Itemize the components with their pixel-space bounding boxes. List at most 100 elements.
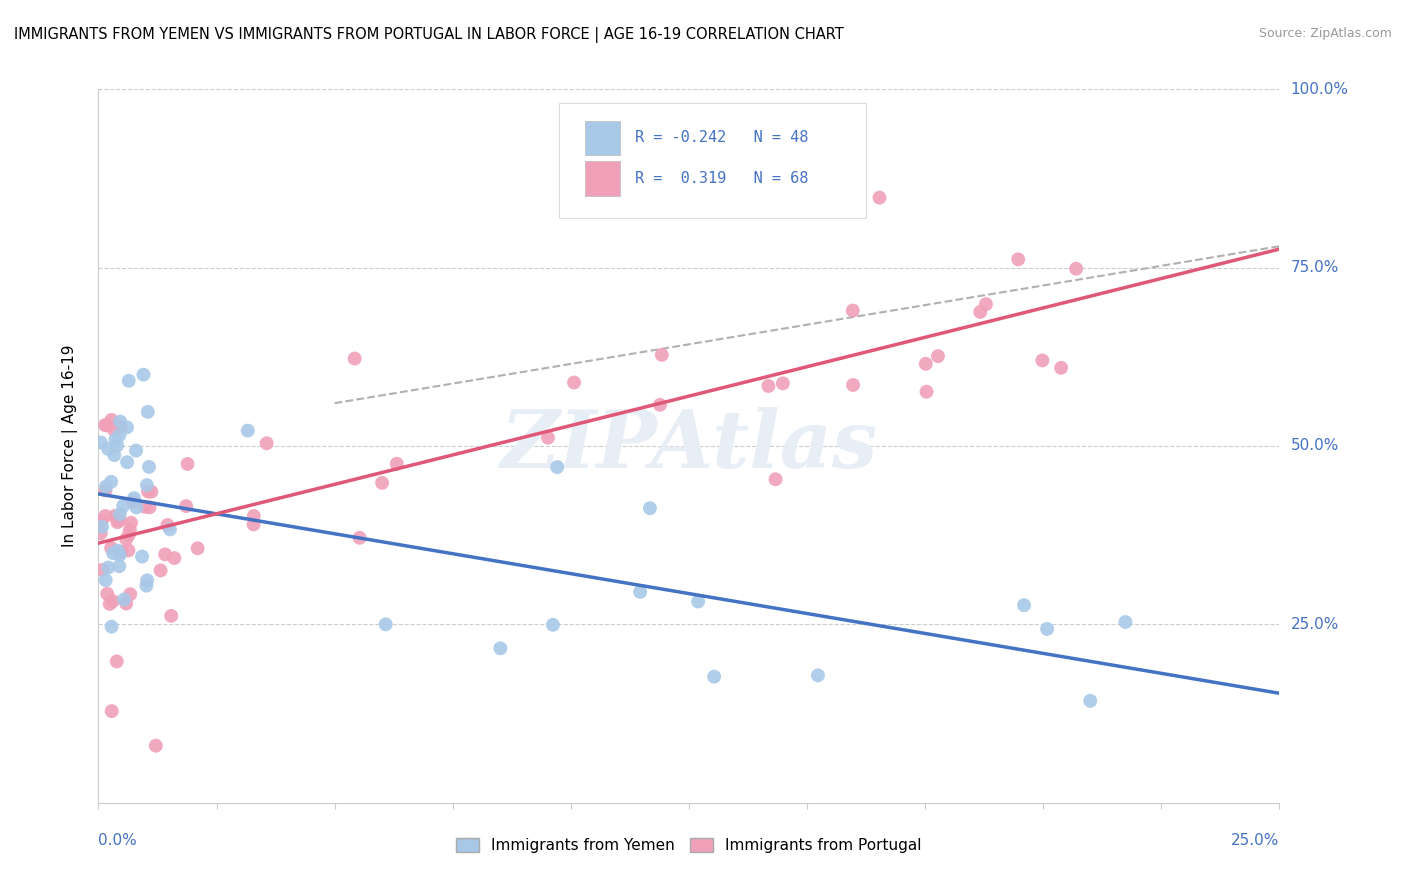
Point xyxy=(100,475,122,489)
Point xyxy=(138,459,160,474)
Point xyxy=(108,428,131,442)
Text: R =  0.319   N = 68: R = 0.319 N = 68 xyxy=(634,171,808,186)
Point xyxy=(103,423,125,437)
Text: IMMIGRANTS FROM YEMEN VS IMMIGRANTS FROM PORTUGAL IN LABOR FORCE | AGE 16-19 COR: IMMIGRANTS FROM YEMEN VS IMMIGRANTS FROM… xyxy=(14,27,844,43)
Point xyxy=(648,398,671,412)
Point xyxy=(371,475,394,490)
Point xyxy=(100,620,122,634)
Point xyxy=(242,517,264,532)
Point xyxy=(112,499,135,513)
Point xyxy=(842,303,865,318)
Point xyxy=(90,435,112,450)
Point xyxy=(236,424,259,438)
Point xyxy=(101,546,124,560)
Point xyxy=(101,594,124,608)
Point xyxy=(104,508,127,523)
Point xyxy=(772,376,794,391)
Point xyxy=(187,541,209,556)
Point xyxy=(914,357,936,371)
Point xyxy=(1064,261,1087,276)
Point xyxy=(100,413,122,427)
Point xyxy=(176,457,198,471)
Point xyxy=(974,297,997,311)
Point xyxy=(97,442,120,456)
Point xyxy=(118,528,141,542)
Point xyxy=(153,547,176,561)
Point xyxy=(243,508,266,523)
Point xyxy=(94,479,117,493)
Point xyxy=(134,500,156,514)
Legend: Immigrants from Yemen, Immigrants from Portugal: Immigrants from Yemen, Immigrants from P… xyxy=(450,832,928,859)
Point xyxy=(160,608,183,623)
Point xyxy=(349,531,371,545)
Point xyxy=(149,563,172,577)
Point xyxy=(758,379,780,393)
Point xyxy=(131,549,153,564)
Point xyxy=(107,543,129,558)
Point xyxy=(100,704,122,718)
Text: 25.0%: 25.0% xyxy=(1291,617,1339,632)
Point xyxy=(115,597,138,611)
Point xyxy=(138,500,160,515)
Point xyxy=(108,507,131,521)
FancyBboxPatch shape xyxy=(560,103,866,218)
Point xyxy=(108,513,131,527)
Point xyxy=(105,438,128,452)
Point xyxy=(174,499,197,513)
Point xyxy=(537,431,560,445)
Point xyxy=(96,587,118,601)
FancyBboxPatch shape xyxy=(585,120,620,155)
Point xyxy=(120,516,142,530)
Point xyxy=(489,641,512,656)
Point xyxy=(94,418,117,433)
Point xyxy=(1114,615,1136,629)
Point xyxy=(96,418,118,433)
Text: 50.0%: 50.0% xyxy=(1291,439,1339,453)
Point xyxy=(105,515,128,529)
Point xyxy=(108,548,131,562)
Point xyxy=(703,670,725,684)
Point xyxy=(807,668,830,682)
Point xyxy=(136,405,159,419)
Y-axis label: In Labor Force | Age 16-19: In Labor Force | Age 16-19 xyxy=(62,344,77,548)
Point xyxy=(562,376,585,390)
Point xyxy=(638,501,661,516)
Point xyxy=(915,384,938,399)
Point xyxy=(115,420,138,434)
Point xyxy=(103,448,125,462)
Point xyxy=(628,585,651,599)
Point xyxy=(136,484,159,499)
Point xyxy=(256,436,278,450)
Point xyxy=(156,518,179,533)
Point xyxy=(90,515,112,529)
Point xyxy=(125,500,148,515)
Point xyxy=(159,522,181,536)
Text: 75.0%: 75.0% xyxy=(1291,260,1339,275)
Text: R = -0.242   N = 48: R = -0.242 N = 48 xyxy=(634,130,808,145)
Point xyxy=(97,560,120,574)
Point xyxy=(118,374,141,388)
Point xyxy=(969,305,991,319)
Point xyxy=(385,457,408,471)
Point xyxy=(869,191,891,205)
FancyBboxPatch shape xyxy=(585,161,620,195)
Point xyxy=(91,563,114,577)
Point xyxy=(90,526,112,541)
Point xyxy=(1031,353,1053,368)
Point xyxy=(546,460,568,475)
Point xyxy=(110,415,132,429)
Point xyxy=(90,514,112,528)
Point xyxy=(1007,252,1029,267)
Point xyxy=(115,455,138,469)
Point xyxy=(94,573,117,587)
Point xyxy=(125,443,148,458)
Text: Source: ZipAtlas.com: Source: ZipAtlas.com xyxy=(1258,27,1392,40)
Point xyxy=(541,617,564,632)
Point xyxy=(135,478,157,492)
Point xyxy=(91,520,114,534)
Point xyxy=(118,523,141,537)
Point xyxy=(135,579,157,593)
Point xyxy=(927,349,949,363)
Point xyxy=(122,495,145,509)
Point xyxy=(651,348,673,362)
